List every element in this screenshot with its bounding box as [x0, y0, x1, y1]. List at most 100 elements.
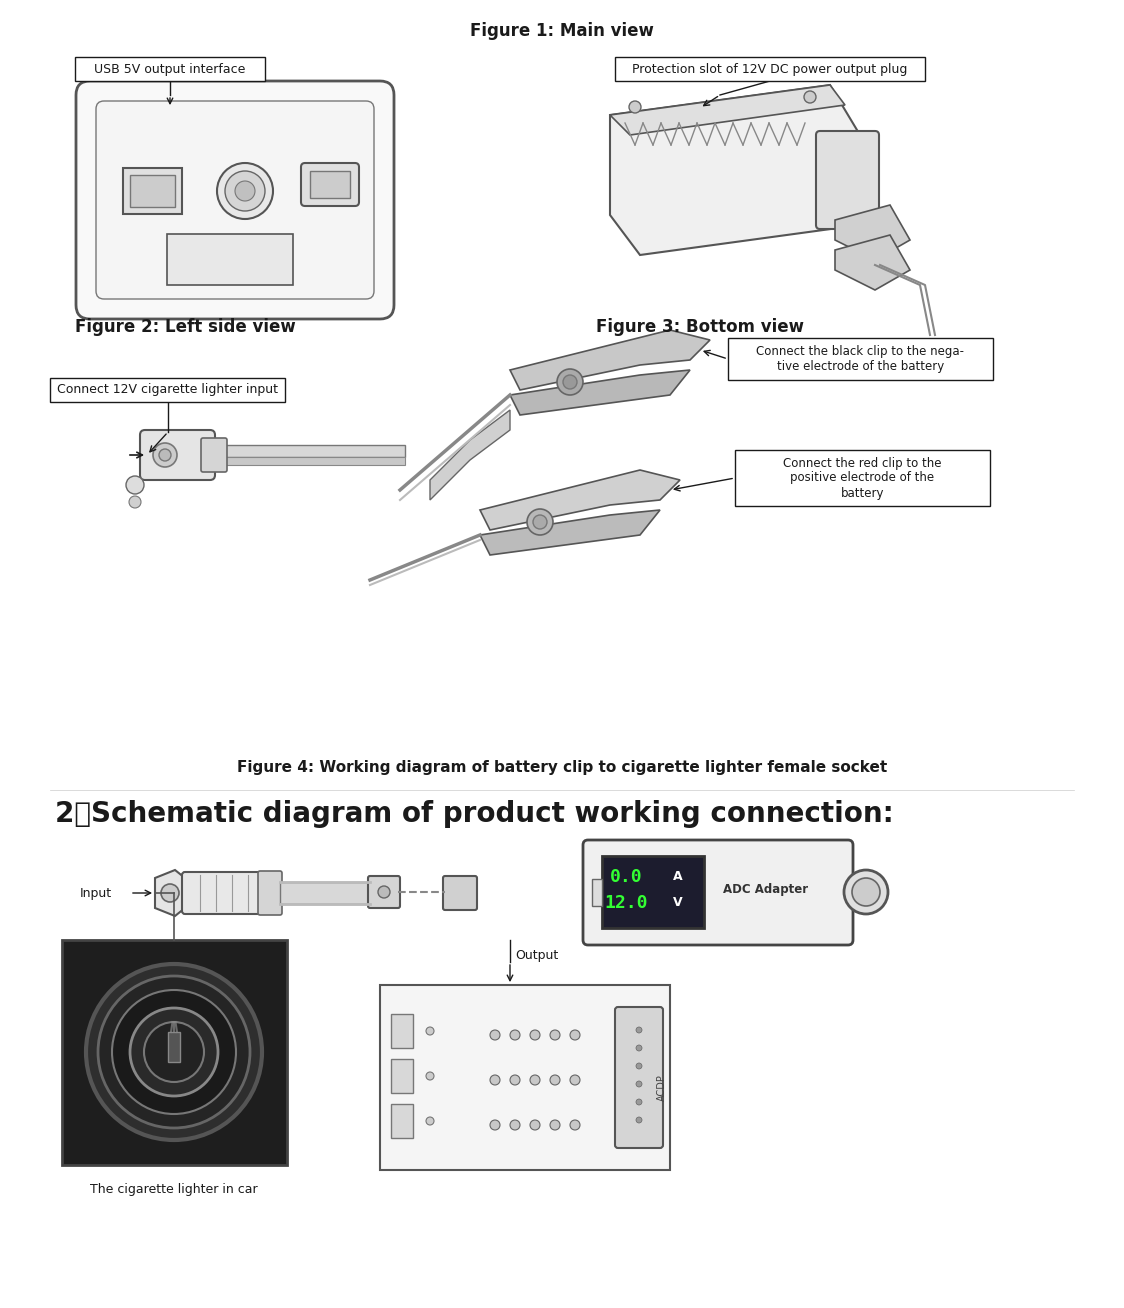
- Circle shape: [217, 164, 273, 218]
- Circle shape: [629, 101, 641, 112]
- Circle shape: [378, 886, 390, 899]
- Polygon shape: [610, 85, 845, 135]
- Circle shape: [144, 1022, 203, 1082]
- Text: Input: Input: [80, 887, 112, 900]
- FancyBboxPatch shape: [602, 855, 704, 927]
- Circle shape: [636, 1080, 642, 1087]
- Circle shape: [531, 1075, 540, 1086]
- FancyBboxPatch shape: [123, 167, 182, 215]
- FancyBboxPatch shape: [75, 58, 265, 81]
- Circle shape: [426, 1027, 434, 1035]
- Text: Figure 4: Working diagram of battery clip to cigarette lighter female socket: Figure 4: Working diagram of battery cli…: [237, 760, 887, 776]
- Polygon shape: [480, 470, 680, 530]
- Text: Connect the red clip to the
positive electrode of the
battery: Connect the red clip to the positive ele…: [783, 456, 942, 500]
- FancyBboxPatch shape: [310, 171, 350, 198]
- FancyBboxPatch shape: [62, 940, 287, 1165]
- Circle shape: [510, 1120, 520, 1130]
- Text: The cigarette lighter in car: The cigarette lighter in car: [90, 1182, 257, 1196]
- Polygon shape: [167, 1032, 180, 1062]
- Text: ACDP: ACDP: [658, 1074, 667, 1101]
- Circle shape: [112, 990, 236, 1114]
- Circle shape: [558, 369, 583, 395]
- FancyBboxPatch shape: [615, 58, 925, 81]
- Circle shape: [426, 1117, 434, 1125]
- Circle shape: [510, 1075, 520, 1086]
- Polygon shape: [510, 330, 710, 390]
- FancyBboxPatch shape: [205, 445, 405, 456]
- Circle shape: [570, 1120, 580, 1130]
- Circle shape: [550, 1075, 560, 1086]
- FancyBboxPatch shape: [130, 175, 175, 207]
- Circle shape: [161, 884, 179, 903]
- FancyBboxPatch shape: [391, 1014, 413, 1048]
- Circle shape: [235, 181, 255, 201]
- Polygon shape: [480, 510, 660, 555]
- Text: Protection slot of 12V DC power output plug: Protection slot of 12V DC power output p…: [633, 63, 908, 76]
- Text: USB 5V output interface: USB 5V output interface: [94, 63, 246, 76]
- FancyBboxPatch shape: [615, 1007, 663, 1148]
- FancyBboxPatch shape: [583, 840, 853, 944]
- Circle shape: [550, 1029, 560, 1040]
- Circle shape: [126, 476, 144, 494]
- Circle shape: [531, 1029, 540, 1040]
- Circle shape: [158, 449, 171, 460]
- FancyBboxPatch shape: [49, 378, 285, 402]
- Circle shape: [490, 1075, 500, 1086]
- FancyBboxPatch shape: [592, 879, 602, 906]
- FancyBboxPatch shape: [301, 164, 359, 205]
- FancyBboxPatch shape: [380, 985, 670, 1169]
- Text: Figure 3: Bottom view: Figure 3: Bottom view: [596, 318, 804, 336]
- FancyBboxPatch shape: [443, 876, 477, 910]
- Circle shape: [490, 1029, 500, 1040]
- Circle shape: [426, 1073, 434, 1080]
- Circle shape: [87, 964, 262, 1141]
- Polygon shape: [835, 205, 910, 260]
- Text: V: V: [673, 896, 682, 909]
- FancyBboxPatch shape: [201, 438, 227, 472]
- Text: A: A: [673, 871, 682, 883]
- Polygon shape: [610, 85, 860, 255]
- Text: Figure 1: Main view: Figure 1: Main view: [470, 22, 654, 41]
- Circle shape: [490, 1120, 500, 1130]
- FancyBboxPatch shape: [96, 101, 374, 300]
- FancyBboxPatch shape: [280, 882, 370, 904]
- Circle shape: [636, 1117, 642, 1124]
- FancyBboxPatch shape: [816, 131, 879, 229]
- FancyBboxPatch shape: [728, 337, 992, 381]
- FancyBboxPatch shape: [735, 450, 990, 506]
- Text: Figure 2: Left side view: Figure 2: Left side view: [74, 318, 296, 336]
- Circle shape: [636, 1027, 642, 1033]
- Text: 2、Schematic diagram of product working connection:: 2、Schematic diagram of product working c…: [55, 800, 894, 828]
- Circle shape: [844, 870, 888, 914]
- Circle shape: [570, 1029, 580, 1040]
- Circle shape: [550, 1120, 560, 1130]
- Circle shape: [636, 1063, 642, 1069]
- Polygon shape: [835, 235, 910, 290]
- FancyBboxPatch shape: [205, 456, 405, 466]
- Polygon shape: [430, 409, 510, 500]
- FancyBboxPatch shape: [391, 1059, 413, 1093]
- Circle shape: [153, 443, 176, 467]
- FancyBboxPatch shape: [140, 430, 215, 480]
- Circle shape: [98, 976, 250, 1127]
- Circle shape: [510, 1029, 520, 1040]
- Text: 12.0: 12.0: [605, 893, 647, 912]
- Text: 0.0: 0.0: [609, 869, 642, 886]
- Polygon shape: [510, 370, 690, 415]
- FancyBboxPatch shape: [167, 234, 293, 285]
- Circle shape: [636, 1099, 642, 1105]
- Circle shape: [225, 171, 265, 211]
- Circle shape: [130, 1008, 218, 1096]
- FancyBboxPatch shape: [368, 876, 400, 908]
- Circle shape: [129, 496, 140, 508]
- Circle shape: [527, 509, 553, 535]
- Text: Output: Output: [515, 950, 559, 963]
- Polygon shape: [155, 870, 185, 916]
- FancyBboxPatch shape: [182, 872, 268, 914]
- Circle shape: [531, 1120, 540, 1130]
- Circle shape: [570, 1075, 580, 1086]
- Circle shape: [636, 1045, 642, 1052]
- Text: Connect the black clip to the nega-
tive electrode of the battery: Connect the black clip to the nega- tive…: [756, 345, 964, 373]
- Circle shape: [563, 375, 577, 388]
- Circle shape: [804, 92, 816, 103]
